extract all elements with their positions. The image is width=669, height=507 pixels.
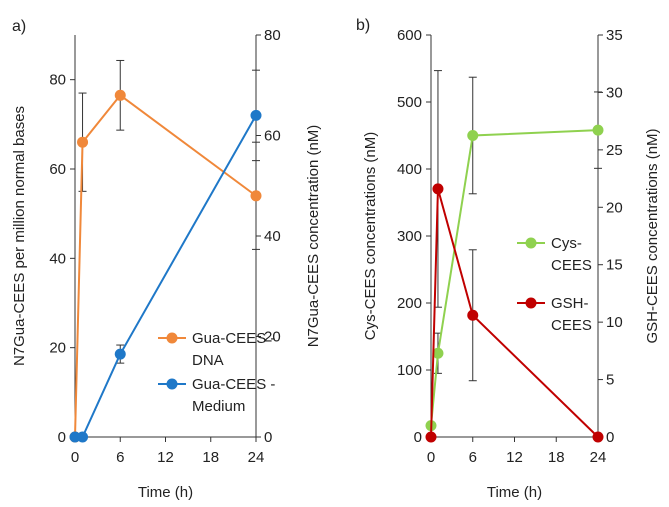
legend-label: Cys- (551, 235, 582, 252)
data-point (467, 130, 479, 141)
x-tick-label: 0 (71, 449, 79, 466)
y-tick-label-left: 300 (397, 228, 422, 245)
legend-entry: Cys- CEES (517, 235, 592, 274)
y-tick-label-right: 0 (606, 429, 614, 446)
x-tick-label: 18 (202, 449, 219, 466)
legend-label: CEES (551, 257, 592, 274)
y-axis-title-left: N7Gua-CEES per million normal bases (11, 106, 28, 366)
y-tick-label-left: 500 (397, 94, 422, 111)
y-axis-title-right: N7Gua-CEES concentration (nM) (305, 125, 322, 348)
data-point (69, 431, 81, 443)
legend-label: CEES (551, 317, 592, 334)
data-point (467, 309, 479, 321)
data-point (425, 431, 437, 443)
legend-entry: Gua-CEES - Medium (158, 376, 275, 415)
data-point (114, 89, 126, 101)
series-line (430, 188, 599, 438)
legend-label: DNA (192, 352, 224, 369)
y-tick-label-left: 40 (49, 250, 66, 267)
y-tick-label-right: 10 (606, 314, 623, 331)
y-tick-label-right: 80 (264, 27, 281, 44)
y-tick-label-left: 60 (49, 161, 66, 178)
data-point (432, 347, 444, 359)
x-tick-label: 6 (116, 449, 124, 466)
legend-swatch-marker (525, 297, 537, 309)
data-point (77, 431, 89, 443)
y-tick-label-right: 60 (264, 128, 281, 145)
x-tick-label: 24 (248, 449, 265, 466)
y-tick-label-right: 40 (264, 228, 281, 245)
y-tick-label-left: 20 (49, 340, 66, 357)
y-tick-label-right: 5 (606, 372, 614, 389)
x-axis-title: Time (h) (138, 484, 193, 501)
y-tick-label-left: 400 (397, 161, 422, 178)
panel-label: a) (12, 18, 26, 35)
data-point (250, 190, 262, 202)
data-point (432, 183, 444, 195)
legend-swatch-marker (166, 332, 178, 344)
legend-label: GSH- (551, 295, 589, 312)
chart-panel-1: b) 0 100 200 300 400 500 600 0 5 10 15 20 25 30 35 0 6 12 1… (356, 17, 661, 501)
data-point (114, 348, 126, 360)
y-axis-title-left: Cys-CEES concentrations (nM) (362, 132, 379, 340)
y-tick-label-left: 0 (58, 429, 66, 446)
y-tick-label-left: 200 (397, 295, 422, 312)
y-tick-label-right: 20 (264, 329, 281, 346)
chart-panel-0: a) 0 20 40 60 80 0 20 40 60 80 0 6 12 18 24 Time (h) N7Gu… (11, 18, 322, 501)
series-gua-cees-medium (69, 69, 262, 443)
y-tick-label-left: 0 (414, 429, 422, 446)
y-tick-label-right: 20 (606, 199, 623, 216)
series-gsh-cees (425, 70, 604, 443)
x-tick-label: 6 (469, 449, 477, 466)
x-axis-title: Time (h) (487, 484, 542, 501)
y-tick-label-right: 25 (606, 142, 623, 159)
x-tick-label: 24 (590, 449, 607, 466)
series-line (74, 93, 257, 438)
x-tick-label: 12 (506, 449, 523, 466)
legend-label: Medium (192, 398, 245, 415)
panel-label: b) (356, 17, 370, 34)
series-line (430, 129, 599, 426)
legend-label: Gua-CEES - (192, 376, 275, 393)
x-tick-label: 12 (157, 449, 174, 466)
data-point (592, 124, 604, 136)
legend-label: Gua-CEES - (192, 330, 275, 347)
legend-entry: Gua-CEES - DNA (158, 330, 275, 369)
x-tick-label: 18 (548, 449, 565, 466)
y-tick-label-left: 100 (397, 362, 422, 379)
data-point (250, 109, 262, 121)
x-tick-label: 0 (427, 449, 435, 466)
y-tick-label-right: 35 (606, 27, 623, 44)
y-tick-label-right: 0 (264, 429, 272, 446)
y-tick-label-left: 80 (49, 72, 66, 89)
data-point (592, 431, 604, 443)
legend-swatch-marker (166, 378, 178, 390)
y-tick-label-left: 600 (397, 27, 422, 44)
series-cys-cees (425, 76, 604, 432)
legend-swatch-marker (525, 237, 537, 249)
legend-entry: GSH- CEES (517, 295, 592, 334)
y-tick-label-right: 15 (606, 257, 623, 274)
data-point (77, 136, 89, 148)
y-tick-label-right: 30 (606, 84, 623, 101)
y-axis-title-right: GSH-CEES concentrations (nM) (644, 128, 661, 343)
